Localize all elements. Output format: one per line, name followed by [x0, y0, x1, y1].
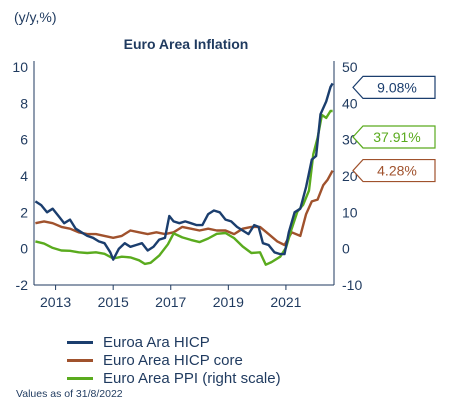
callout-box: [352, 75, 436, 99]
value-callouts: 9.08% 4.28% 37.91%: [352, 75, 436, 183]
left-tick-label: -2: [16, 277, 29, 293]
callout-label: 9.08%: [377, 79, 417, 95]
callout-0: 9.08%: [352, 75, 436, 99]
callout-label: 37.91%: [373, 129, 420, 145]
x-tick-label: 2017: [155, 294, 186, 310]
x-tick-label: 2013: [40, 294, 71, 310]
legend: Euroa Ara HICP Euro Area HICP core Euro …: [67, 333, 281, 387]
right-tick-label: 10: [342, 204, 358, 220]
unit-label: (y/y,%): [14, 9, 57, 25]
legend-item-ppi: Euro Area PPI (right scale): [67, 369, 281, 387]
series-line-2: [35, 109, 333, 266]
legend-item-hicp: Euroa Ara HICP: [67, 333, 281, 351]
legend-swatch-ppi: [67, 376, 93, 380]
x-tick-label: 2015: [98, 294, 129, 310]
callout-label: 4.28%: [377, 163, 417, 179]
left-tick-label: 4: [20, 168, 28, 184]
callout-1: 4.28%: [352, 158, 436, 183]
legend-label-hicp: Euroa Ara HICP: [103, 333, 210, 351]
x-tick-label: 2019: [213, 294, 244, 310]
left-tick-label: 6: [20, 132, 28, 148]
right-tick-label: 0: [342, 241, 350, 257]
legend-swatch-hicp-core: [67, 358, 93, 362]
callout-box: [352, 158, 436, 183]
series-lines: [34, 82, 334, 266]
footnote: Values as of 31/8/2022: [16, 388, 123, 400]
legend-swatch-hicp: [67, 340, 93, 344]
x-tick-label: 2021: [270, 294, 301, 310]
chart-title: Euro Area Inflation: [124, 36, 249, 52]
left-tick-label: 8: [20, 95, 28, 111]
series-line-1: [35, 170, 334, 247]
legend-item-hicp-core: Euro Area HICP core: [67, 351, 281, 369]
right-tick-label: -10: [342, 277, 362, 293]
callout-2: 37.91%: [352, 125, 436, 149]
callout-box: [352, 125, 436, 149]
left-tick-label: 0: [20, 241, 28, 257]
x-axis-ticks: 2013 2015 2017 2019 2021: [40, 285, 302, 310]
axes: [33, 61, 335, 286]
left-tick-label: 10: [12, 59, 28, 75]
legend-label-hicp-core: Euro Area HICP core: [103, 351, 243, 369]
series-line-0: [34, 82, 334, 261]
right-tick-label: 50: [342, 59, 358, 75]
right-tick-label: 40: [342, 95, 358, 111]
left-axis-ticks: 10 8 6 4 2 0 -2: [12, 59, 28, 293]
legend-label-ppi: Euro Area PPI (right scale): [103, 369, 281, 387]
left-tick-label: 2: [20, 204, 28, 220]
